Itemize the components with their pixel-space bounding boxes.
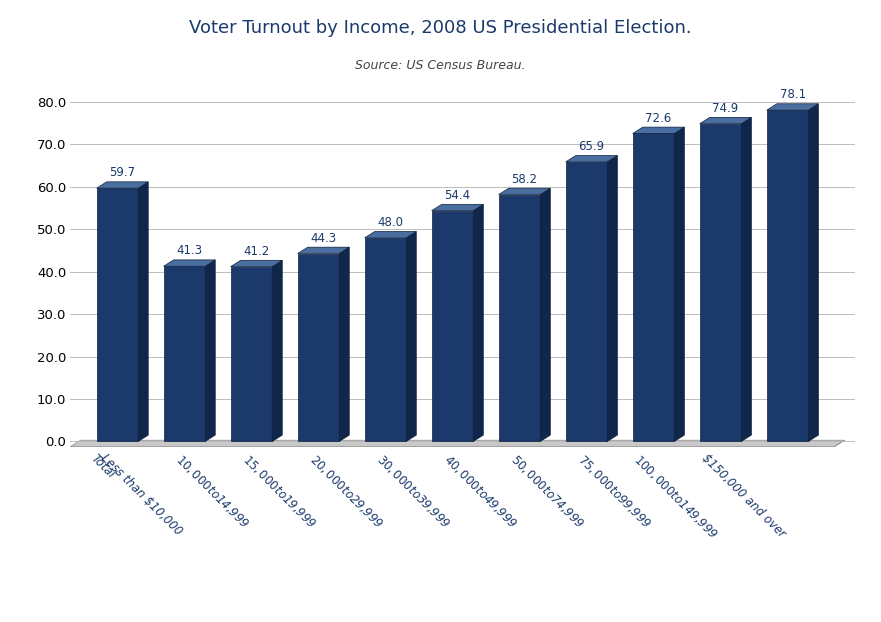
Text: 65.9: 65.9 — [579, 140, 604, 153]
Polygon shape — [473, 204, 484, 442]
Polygon shape — [499, 188, 551, 195]
Polygon shape — [809, 104, 818, 442]
Polygon shape — [540, 188, 551, 442]
Polygon shape — [633, 134, 674, 442]
Polygon shape — [231, 267, 272, 442]
Polygon shape — [633, 127, 685, 134]
Polygon shape — [674, 127, 685, 442]
Polygon shape — [700, 118, 751, 124]
Polygon shape — [766, 104, 818, 110]
Text: 44.3: 44.3 — [310, 231, 337, 244]
Polygon shape — [97, 182, 148, 188]
Text: 58.2: 58.2 — [512, 173, 537, 185]
Polygon shape — [499, 195, 540, 442]
Polygon shape — [741, 118, 751, 442]
Polygon shape — [298, 254, 339, 442]
Polygon shape — [339, 247, 349, 442]
Polygon shape — [566, 162, 607, 442]
Polygon shape — [164, 260, 215, 266]
Polygon shape — [365, 231, 417, 238]
Polygon shape — [272, 261, 282, 442]
Text: Voter Turnout by Income, 2008 US Presidential Election.: Voter Turnout by Income, 2008 US Preside… — [189, 19, 692, 37]
Polygon shape — [766, 110, 809, 442]
Polygon shape — [432, 211, 473, 442]
Text: 78.1: 78.1 — [780, 88, 805, 101]
Polygon shape — [365, 238, 406, 442]
Polygon shape — [700, 124, 741, 442]
Polygon shape — [406, 231, 417, 442]
Text: 41.2: 41.2 — [243, 245, 270, 258]
Text: 41.3: 41.3 — [176, 244, 203, 258]
Text: 74.9: 74.9 — [713, 102, 738, 115]
Polygon shape — [298, 247, 349, 254]
Text: Source: US Census Bureau.: Source: US Census Bureau. — [355, 59, 526, 72]
Polygon shape — [164, 266, 205, 442]
Polygon shape — [566, 156, 618, 162]
Polygon shape — [138, 182, 148, 442]
Text: 72.6: 72.6 — [646, 111, 671, 124]
Polygon shape — [607, 156, 618, 442]
Polygon shape — [205, 260, 215, 442]
Text: 48.0: 48.0 — [377, 216, 403, 229]
Polygon shape — [432, 204, 484, 211]
Polygon shape — [70, 440, 845, 447]
Text: 59.7: 59.7 — [109, 166, 136, 179]
Polygon shape — [231, 261, 282, 267]
Text: 54.4: 54.4 — [444, 188, 470, 202]
Polygon shape — [97, 188, 138, 442]
